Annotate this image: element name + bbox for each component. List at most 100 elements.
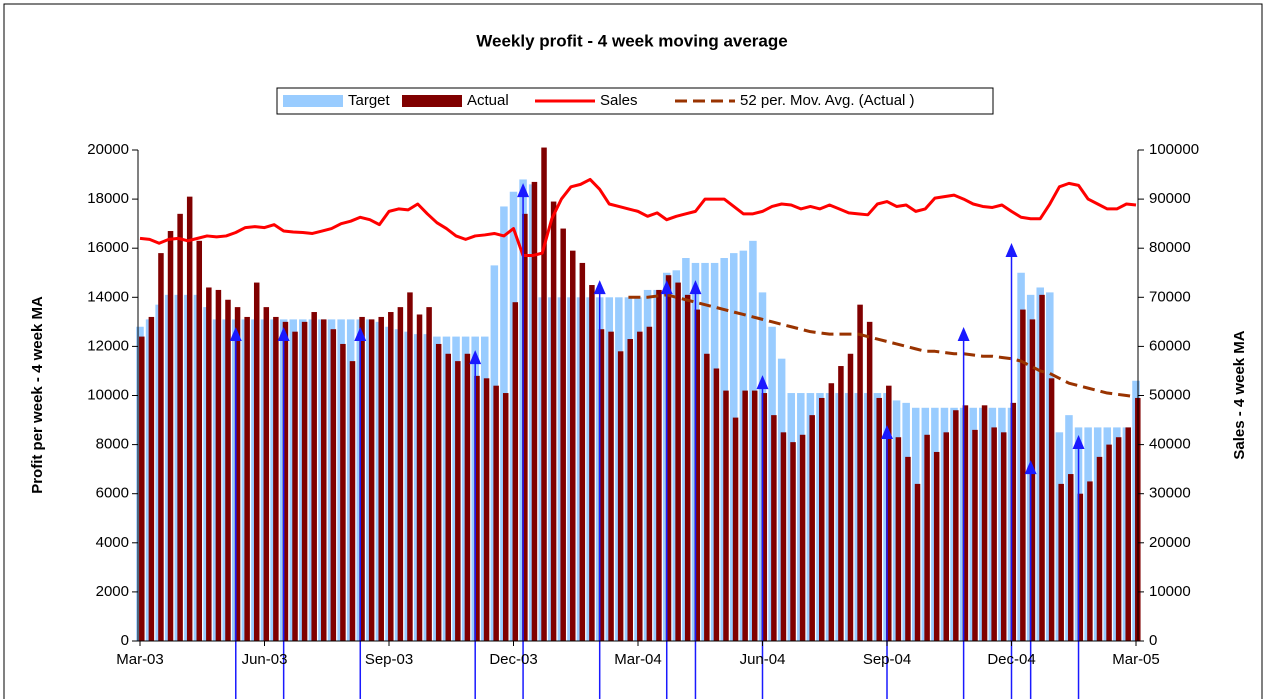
arrow-head [660, 280, 673, 295]
bar [608, 331, 614, 641]
x-tick-label: Dec-03 [489, 651, 537, 668]
legend-label: Actual [467, 92, 509, 109]
y2-tick-label: 10000 [1149, 583, 1191, 600]
bar [656, 289, 662, 641]
bar [301, 321, 308, 641]
bar [819, 397, 825, 641]
bar [598, 329, 605, 641]
bar [139, 336, 145, 641]
bar [838, 366, 844, 641]
bar [684, 294, 691, 641]
bar [493, 385, 499, 641]
y2-tick-label: 60000 [1149, 337, 1191, 354]
bar [483, 378, 490, 641]
legend-box [276, 87, 994, 115]
y2-tick-label: 80000 [1149, 239, 1191, 256]
bar [273, 316, 279, 641]
bar [991, 427, 997, 641]
bar [1058, 483, 1064, 641]
arrow-head [1005, 243, 1018, 258]
bar [761, 393, 768, 641]
bar [158, 253, 164, 642]
y2-tick-label: 30000 [1149, 485, 1191, 502]
y-tick-label: 14000 [87, 288, 129, 305]
bar [943, 432, 950, 641]
bar [1020, 309, 1026, 641]
bar [847, 353, 854, 641]
legend-swatch [283, 95, 343, 107]
bar [435, 343, 442, 641]
y-tick-label: 8000 [96, 436, 129, 453]
bar [933, 451, 940, 641]
bar [1029, 319, 1036, 641]
bar [1039, 294, 1045, 641]
x-tick-label: Sep-03 [365, 651, 413, 668]
bar [378, 316, 384, 641]
bar [1125, 427, 1131, 641]
arrow-head [354, 327, 367, 342]
y2-tick-label: 100000 [1149, 141, 1199, 158]
y2-tick-label: 70000 [1149, 288, 1191, 305]
y-tick-label: 18000 [87, 190, 129, 207]
x-tick-label: Jun-03 [242, 651, 288, 668]
sales-line [139, 177, 1137, 258]
bar [148, 316, 155, 641]
bar [972, 429, 978, 641]
bar [905, 456, 911, 641]
bar [292, 331, 298, 641]
bar [589, 285, 595, 641]
bar [809, 415, 815, 641]
bar [416, 314, 423, 641]
bar [167, 231, 174, 641]
bar [981, 405, 988, 641]
bar [215, 289, 222, 641]
legend-label: 52 per. Mov. Avg. (Actual ) [740, 92, 915, 109]
arrow-head [1072, 435, 1085, 450]
bar [1048, 378, 1055, 641]
x-tick-label: Mar-03 [116, 651, 164, 668]
bar [579, 262, 586, 641]
bar [713, 368, 720, 641]
y-tick-label: 6000 [96, 485, 129, 502]
bar [895, 437, 902, 641]
bar [368, 319, 375, 641]
bar [512, 302, 519, 641]
bar [445, 353, 452, 641]
bar [426, 307, 432, 641]
legend-label: Sales [600, 92, 638, 109]
moving-average-line [628, 293, 1137, 399]
y-tick-label: 10000 [87, 386, 129, 403]
arrow-head [957, 327, 970, 342]
y-tick-label: 20000 [87, 141, 129, 158]
arrow-head [469, 350, 482, 365]
bar [244, 316, 250, 641]
arrow-head [593, 280, 606, 295]
bar [282, 321, 289, 641]
bar [780, 432, 787, 641]
bar [1096, 456, 1103, 641]
bar [502, 393, 509, 641]
bar [1000, 432, 1007, 641]
bar [570, 250, 576, 641]
bar [732, 417, 739, 641]
y-tick-label: 16000 [87, 239, 129, 256]
y2-tick-label: 50000 [1149, 386, 1191, 403]
bar [914, 483, 921, 641]
bar [206, 287, 212, 641]
chart-title: Weekly profit - 4 week moving average [476, 31, 787, 50]
bar [876, 397, 882, 641]
arrow-head [756, 375, 769, 390]
x-tick-label: Dec-04 [987, 651, 1035, 668]
bar [1068, 474, 1074, 641]
bar [253, 282, 260, 641]
bar [675, 282, 681, 641]
arrow-head [1024, 460, 1037, 475]
bar [742, 390, 748, 641]
bar [694, 309, 701, 641]
legend-label: Target [348, 92, 391, 109]
bar [474, 375, 480, 641]
bar [531, 181, 538, 642]
bar [541, 147, 547, 642]
bar [321, 319, 327, 641]
